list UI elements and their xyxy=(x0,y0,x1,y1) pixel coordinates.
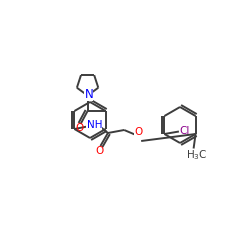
Text: O: O xyxy=(76,124,84,134)
Text: Cl: Cl xyxy=(179,126,190,136)
Text: O: O xyxy=(134,127,142,137)
Text: N: N xyxy=(84,88,93,101)
Text: H$_3$C: H$_3$C xyxy=(186,148,208,162)
Text: O: O xyxy=(95,146,104,156)
Text: NH: NH xyxy=(87,120,102,130)
